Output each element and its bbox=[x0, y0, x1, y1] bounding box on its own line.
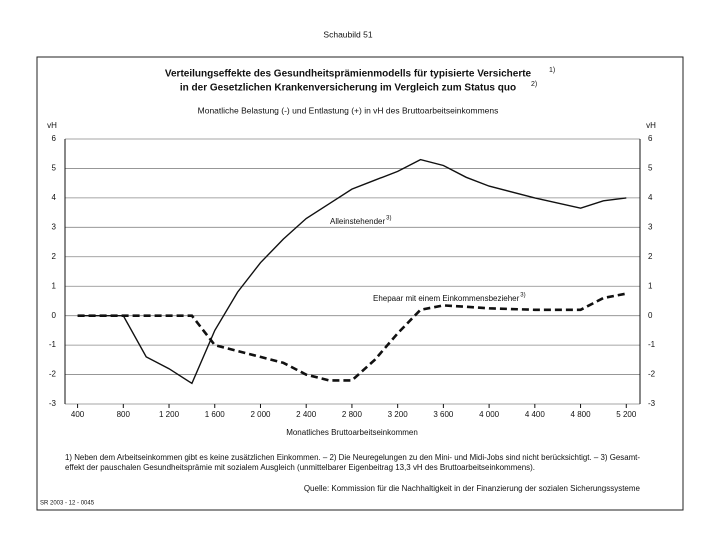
y-tick-label: -2 bbox=[49, 370, 57, 379]
x-tick-label: 2 400 bbox=[296, 410, 317, 419]
x-tick-label: 4 400 bbox=[525, 410, 546, 419]
x-tick-label: 400 bbox=[71, 410, 85, 419]
y2-tick-label: 1 bbox=[648, 281, 653, 290]
footnote: 1) Neben dem Arbeitseinkommen gibt es ke… bbox=[65, 453, 640, 462]
x-tick-label: 4 800 bbox=[571, 410, 592, 419]
y2-tick-label: -1 bbox=[648, 340, 656, 349]
series-note: 3) bbox=[520, 293, 525, 299]
y2-tick-label: 3 bbox=[648, 222, 653, 231]
frame bbox=[36, 56, 684, 511]
x-tick-label: 2 800 bbox=[342, 410, 363, 419]
y-tick-label: 6 bbox=[52, 134, 57, 143]
code: SR 2003 - 12 - 0045 bbox=[40, 501, 95, 507]
y-tick-label: 4 bbox=[52, 193, 57, 202]
y-tick-label: 1 bbox=[52, 281, 57, 290]
x-tick-label: 3 600 bbox=[433, 410, 454, 419]
page-header: Schaubild 51 bbox=[323, 29, 372, 39]
source: Quelle: Kommission für die Nachhaltigkei… bbox=[304, 484, 641, 493]
y2-tick-label: 5 bbox=[648, 164, 653, 173]
x-tick-label: 1 600 bbox=[205, 410, 226, 419]
x-tick-label: 800 bbox=[117, 410, 131, 419]
y2-unit: vH bbox=[646, 121, 656, 130]
y-tick-label: 5 bbox=[52, 164, 57, 173]
footnote: effekt der pauschalen Gesundheitsprämie … bbox=[65, 463, 535, 472]
y2-tick-label: 2 bbox=[648, 252, 653, 261]
y2-tick-label: 4 bbox=[648, 193, 653, 202]
chart-title: in der Gesetzlichen Krankenversicherung … bbox=[180, 83, 516, 94]
y2-tick-label: 6 bbox=[648, 134, 653, 143]
series-label: Ehepaar mit einem Einkommensbezieher bbox=[373, 294, 520, 303]
series-label: Alleinstehender bbox=[330, 217, 385, 226]
y2-tick-label: 0 bbox=[648, 311, 653, 320]
y-tick-label: -3 bbox=[49, 399, 57, 408]
y2-tick-label: -2 bbox=[648, 370, 656, 379]
chart-title: Verteilungseffekte des Gesundheitsprämie… bbox=[165, 69, 532, 80]
series-note: 3) bbox=[386, 216, 391, 222]
y-tick-label: 0 bbox=[52, 311, 57, 320]
title-note: 2) bbox=[531, 81, 537, 88]
chart-subtitle: Monatliche Belastung (-) und Entlastung … bbox=[198, 105, 499, 115]
y-tick-label: -1 bbox=[49, 340, 57, 349]
x-axis-label: Monatliches Bruttoarbeitseinkommen bbox=[286, 428, 418, 437]
title-note: 1) bbox=[549, 67, 555, 74]
y-tick-label: 2 bbox=[52, 252, 57, 261]
x-tick-label: 4 000 bbox=[479, 410, 500, 419]
x-tick-label: 2 000 bbox=[250, 410, 271, 419]
series-line bbox=[77, 292, 627, 382]
x-tick-label: 5 200 bbox=[616, 410, 637, 419]
x-tick-label: 3 200 bbox=[388, 410, 409, 419]
y2-tick-label: -3 bbox=[648, 399, 656, 408]
x-tick-label: 1 200 bbox=[159, 410, 180, 419]
series-line bbox=[77, 158, 627, 385]
y-tick-label: 3 bbox=[52, 222, 57, 231]
y-unit: vH bbox=[47, 121, 57, 130]
